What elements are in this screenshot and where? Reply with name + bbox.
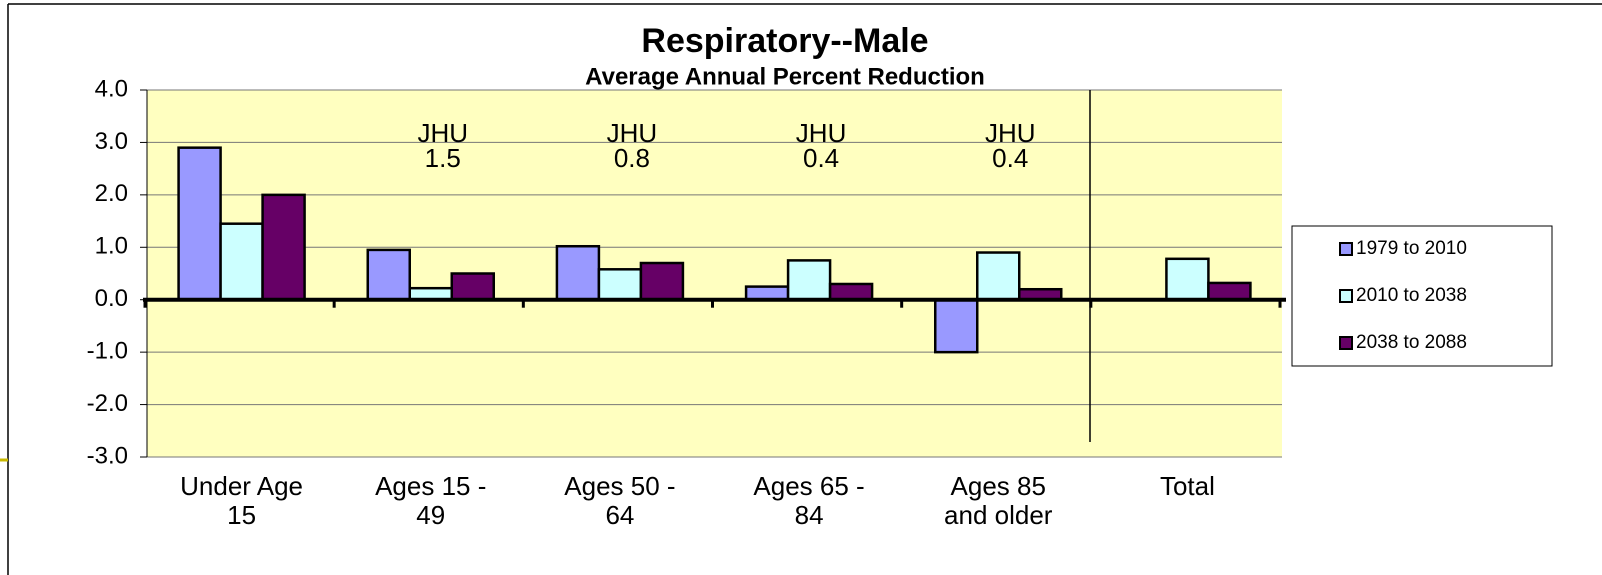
x-tick-label: Ages 15 -49 (375, 471, 486, 530)
y-tick-label: 4.0 (95, 75, 128, 102)
x-tick-label: Under Age 15 (180, 471, 303, 530)
bar (450, 272, 495, 301)
legend-swatch (1339, 289, 1353, 303)
bar (597, 268, 643, 301)
chart-subtitle: Average Annual Percent Reduction (585, 63, 985, 90)
bar (1207, 281, 1252, 301)
plot-area (147, 90, 1282, 457)
annotation-value: 1.5 (425, 143, 461, 173)
annotation-value: 0.4 (803, 143, 839, 173)
y-tick-label: -2.0 (87, 390, 128, 417)
y-tick-label: 0.0 (95, 285, 128, 312)
annotation-label: JHU (985, 118, 1036, 148)
bar (219, 222, 264, 301)
y-tick-label: -3.0 (87, 442, 128, 469)
bar (786, 259, 832, 301)
legend-label: 2038 to 2088 (1356, 332, 1467, 353)
annotation-value: 0.8 (614, 143, 650, 173)
y-tick-label: 1.0 (95, 233, 128, 260)
bar (366, 248, 411, 301)
annotation-value: 0.4 (992, 143, 1028, 173)
bar (1165, 257, 1210, 301)
legend-label: 2010 to 2038 (1356, 285, 1467, 306)
y-tick-label: 3.0 (95, 128, 128, 155)
legend-swatch (1339, 242, 1353, 256)
bar (828, 282, 874, 301)
annotation-label: JHU (607, 118, 658, 148)
chart-title: Respiratory--Male (641, 22, 928, 60)
bar (976, 251, 1021, 301)
bar (934, 298, 979, 354)
legend-label: 1979 to 2010 (1356, 238, 1467, 259)
x-tick-label: Ages 65 -84 (753, 471, 864, 530)
x-tick-label: Ages 50 -64 (564, 471, 675, 530)
bar (177, 146, 222, 301)
bar (639, 261, 685, 301)
legend-box (1291, 225, 1553, 367)
legend-swatch (1339, 336, 1353, 350)
y-tick-label: -1.0 (87, 337, 128, 364)
bar (261, 193, 306, 301)
x-tick-label: Total (1160, 471, 1215, 501)
annotation-label: JHU (417, 118, 468, 148)
annotation-label: JHU (796, 118, 847, 148)
bar (555, 244, 601, 301)
x-tick-label: Ages 85 and older (944, 471, 1053, 530)
y-tick-label: 2.0 (95, 180, 128, 207)
